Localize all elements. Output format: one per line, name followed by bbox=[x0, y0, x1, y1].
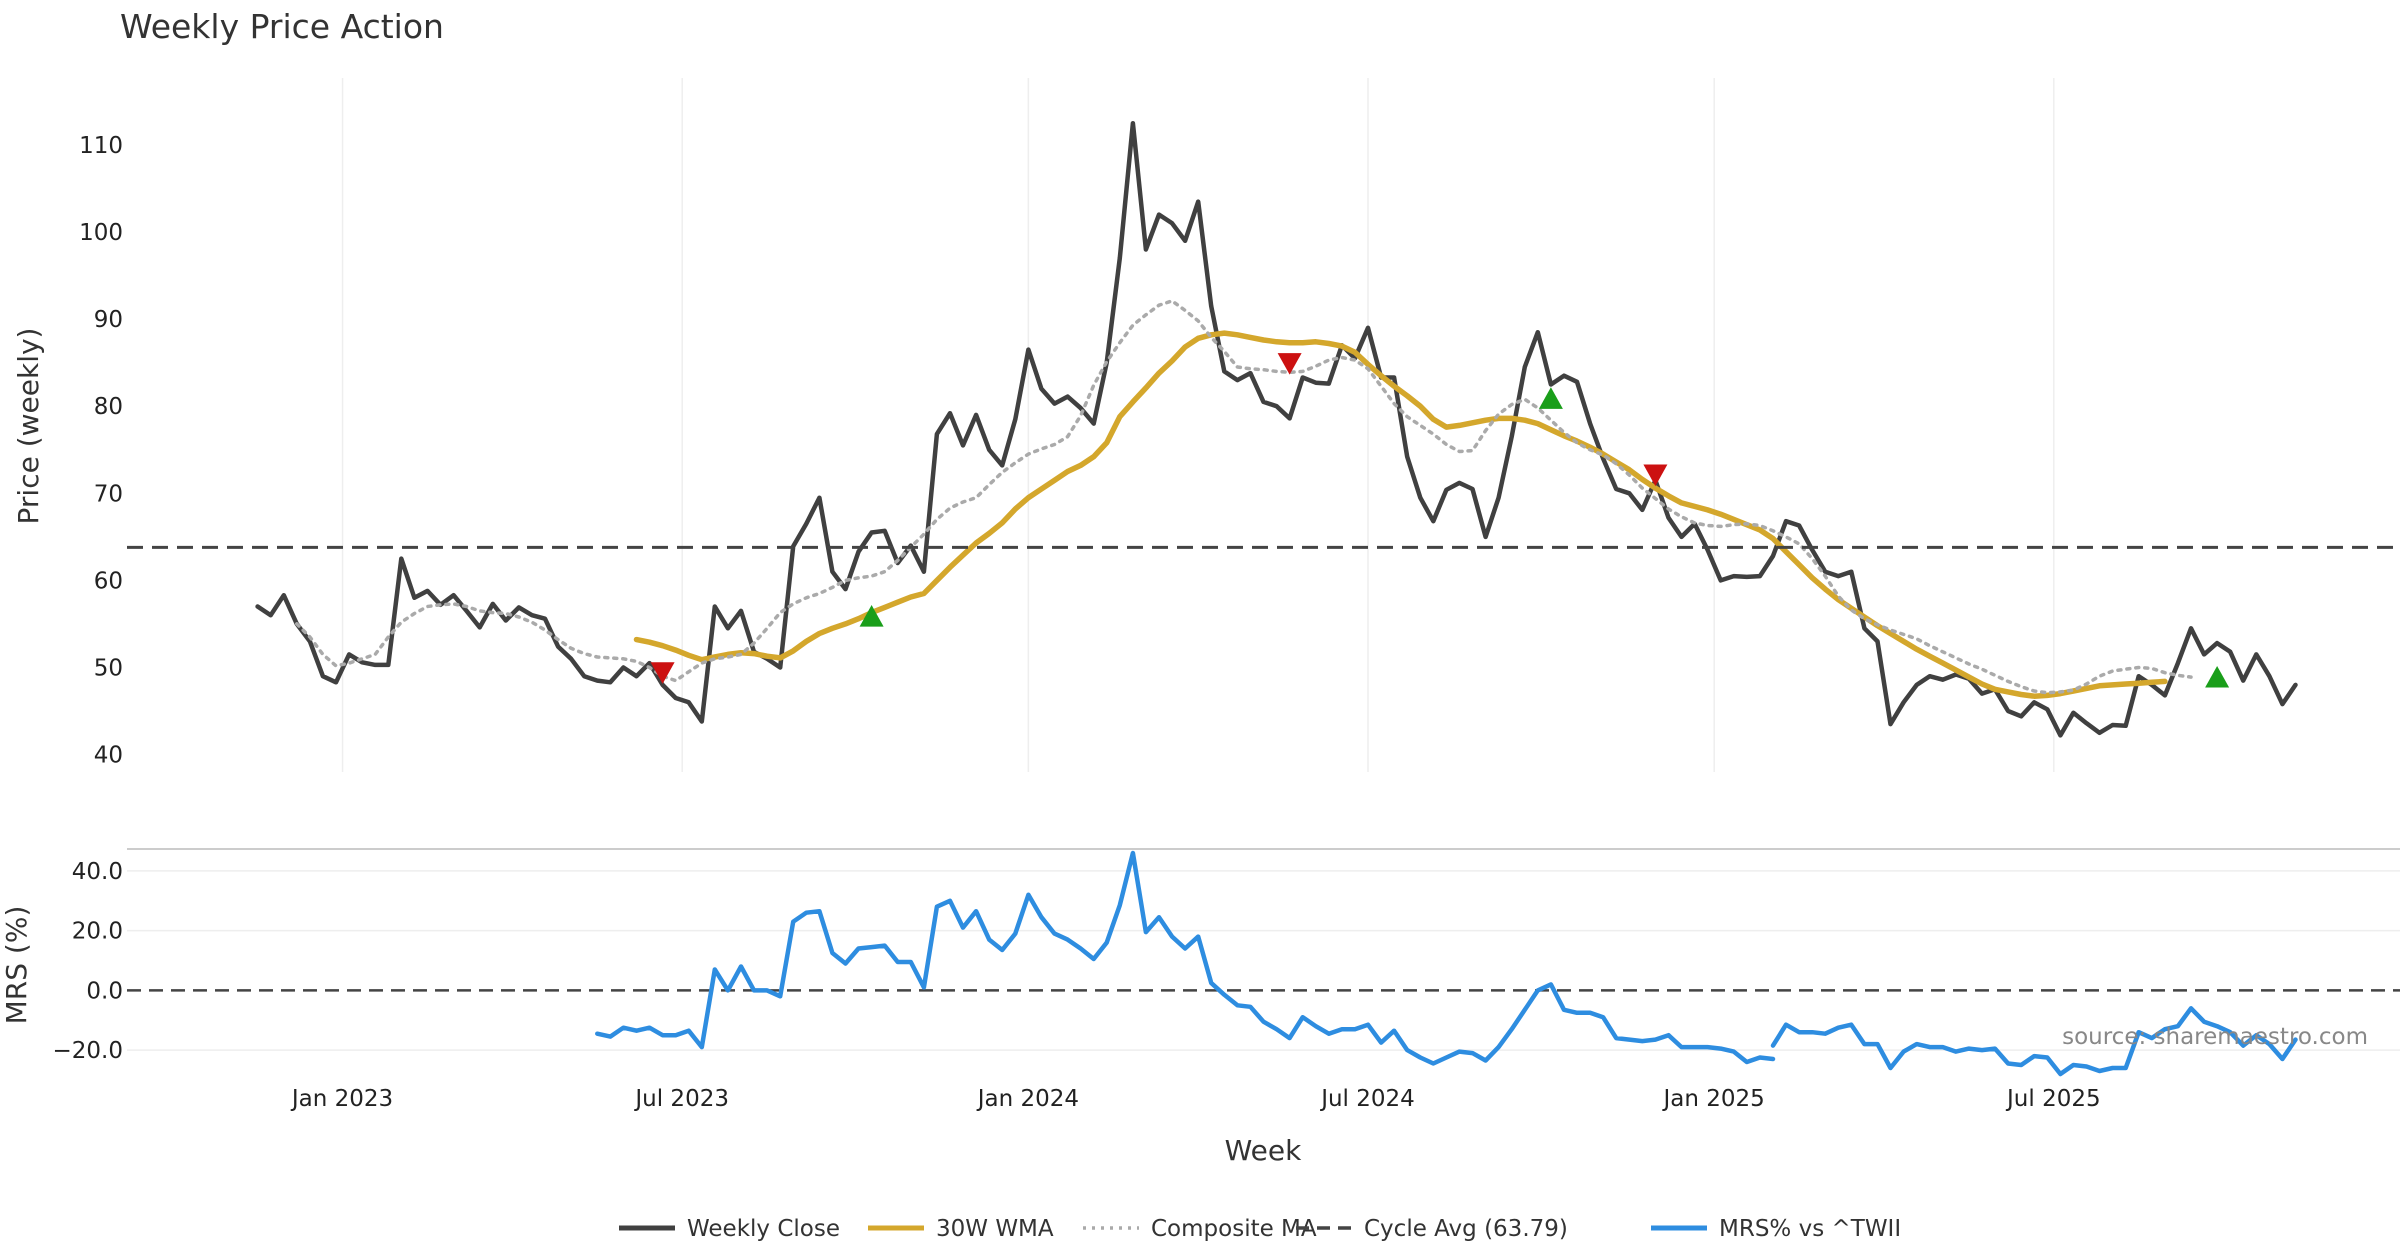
x-tick-label: Jan 2023 bbox=[290, 1086, 393, 1112]
mrs-line-segment bbox=[595, 850, 1776, 1066]
price-y-tick-label: 50 bbox=[94, 655, 123, 681]
x-tick-label: Jan 2024 bbox=[976, 1086, 1079, 1112]
price-y-tick-label: 90 bbox=[94, 307, 123, 333]
composite-ma-line bbox=[295, 299, 2193, 695]
price-y-tick-label: 100 bbox=[79, 220, 123, 246]
price-panel bbox=[127, 120, 2400, 738]
legend-label: MRS% vs ^TWII bbox=[1719, 1216, 1901, 1242]
mrs-panel bbox=[127, 850, 2400, 1077]
x-tick-label: Jan 2025 bbox=[1662, 1086, 1765, 1112]
price-axis-label: Price (weekly) bbox=[12, 328, 45, 525]
price-y-tick-label: 60 bbox=[94, 568, 123, 594]
mrs-line-segment bbox=[1770, 1006, 2298, 1077]
mrs-y-tick-label: 20.0 bbox=[72, 919, 123, 945]
sell-signal-marker bbox=[650, 662, 675, 684]
source-note: source: sharemaestro.com bbox=[2062, 1024, 2368, 1050]
legend-label: Composite MA bbox=[1151, 1216, 1317, 1242]
mrs-y-tick-label: −20.0 bbox=[53, 1038, 123, 1064]
buy-signal-marker bbox=[2205, 665, 2230, 688]
buy-signal-marker bbox=[1538, 387, 1563, 409]
grid-layer bbox=[127, 78, 2400, 1051]
mrs-axis-label: MRS (%) bbox=[0, 906, 33, 1025]
sell-signal-marker bbox=[1643, 464, 1668, 487]
legend-label: 30W WMA bbox=[936, 1216, 1054, 1242]
price-y-tick-label: 40 bbox=[94, 743, 123, 769]
price-y-tick-label: 70 bbox=[94, 481, 123, 507]
legend-label: Weekly Close bbox=[687, 1216, 840, 1242]
wma-30w-line bbox=[633, 330, 2168, 699]
weekly-close-line bbox=[255, 120, 2298, 738]
buy-signal-marker bbox=[859, 604, 884, 627]
chart-title: Weekly Price Action bbox=[120, 7, 444, 46]
x-tick-label: Jul 2024 bbox=[1319, 1086, 1415, 1112]
legend: Weekly Close 30W WMA Composite MA Cycle Avg… bbox=[619, 1216, 1901, 1242]
sell-signal-marker bbox=[1277, 353, 1302, 375]
x-tick-label: Jul 2025 bbox=[2005, 1086, 2101, 1112]
mrs-y-tick-label: 40.0 bbox=[72, 859, 123, 885]
x-axis-label: Week bbox=[1225, 1134, 1302, 1167]
x-tick-label: Jul 2023 bbox=[633, 1086, 729, 1112]
axis-layer: Jan 2023 Jul 2023 Jan 2024 Jul 2024 Jan 2025… bbox=[53, 133, 2101, 1112]
mrs-y-tick-label: 0.0 bbox=[86, 978, 123, 1004]
price-y-tick-label: 80 bbox=[94, 394, 123, 420]
legend-label: Cycle Avg (63.79) bbox=[1364, 1216, 1568, 1242]
price-y-tick-label: 110 bbox=[79, 133, 123, 159]
